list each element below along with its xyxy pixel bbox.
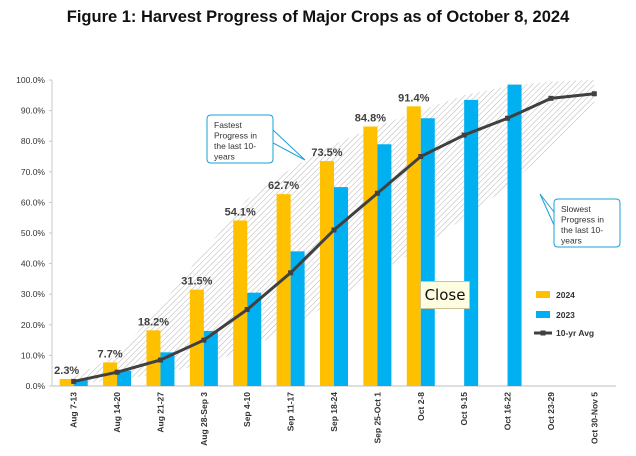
bar-2023 bbox=[203, 330, 218, 386]
y-tick-label: 10.0% bbox=[21, 350, 46, 360]
x-tick-label: Sep 25-Oct 1 bbox=[372, 392, 382, 444]
data-label-2024: 18.2% bbox=[138, 316, 169, 328]
bar-2023 bbox=[464, 99, 479, 386]
y-tick-label: 40.0% bbox=[21, 259, 46, 269]
slowest-text-line: years bbox=[561, 236, 582, 246]
slowest-text-line: Progress in bbox=[561, 215, 604, 225]
fastest-text-line: Progress in bbox=[214, 131, 257, 141]
y-tick-label: 0.0% bbox=[26, 381, 46, 391]
fastest-text-line: Fastest bbox=[214, 120, 243, 130]
legend-swatch-2024 bbox=[536, 291, 550, 298]
bar-2024 bbox=[276, 194, 291, 386]
legend-swatch-2023 bbox=[536, 311, 550, 318]
close-button[interactable]: Close bbox=[420, 281, 470, 309]
x-tick-label: Aug 14-20 bbox=[112, 392, 122, 433]
x-tick-label: Aug 21-27 bbox=[155, 392, 165, 433]
x-tick-label: Oct 9-15 bbox=[459, 392, 469, 426]
bar-2023 bbox=[73, 379, 88, 386]
legend-label: 2023 bbox=[556, 310, 575, 320]
avg-marker bbox=[244, 307, 250, 312]
bar-2023 bbox=[290, 251, 305, 386]
x-tick-label: Oct 16-22 bbox=[503, 392, 513, 431]
data-label-2024: 2.3% bbox=[54, 365, 79, 377]
x-tick-label: Sep 18-24 bbox=[329, 392, 339, 432]
slowest-pointer bbox=[539, 193, 555, 226]
legend: 2024 2023 10-yr Avg bbox=[534, 290, 594, 338]
bar-2023 bbox=[420, 118, 435, 386]
slowest-box bbox=[553, 198, 621, 248]
bar-2024 bbox=[59, 378, 74, 386]
avg-marker bbox=[114, 369, 120, 375]
bar-2023 bbox=[160, 352, 175, 386]
x-tick-label: Aug 7-13 bbox=[69, 392, 79, 428]
y-tick-label: 80.0% bbox=[21, 136, 46, 146]
data-label-2024: 62.7% bbox=[268, 180, 299, 192]
bar-2023 bbox=[377, 144, 392, 386]
legend-label: 10-yr Avg bbox=[556, 328, 594, 338]
y-tick-label: 60.0% bbox=[21, 197, 46, 207]
avg-marker bbox=[418, 154, 424, 159]
fastest-text-line: the last 10- bbox=[214, 141, 256, 151]
avg-marker bbox=[157, 357, 163, 363]
bar-2024 bbox=[320, 161, 334, 386]
chart-title: Figure 1: Harvest Progress of Major Crop… bbox=[66, 8, 570, 26]
x-tick-label: Oct 23-29 bbox=[546, 392, 556, 431]
fastest-pointer bbox=[272, 128, 306, 161]
avg-marker bbox=[461, 132, 467, 138]
bar-2024 bbox=[363, 126, 378, 387]
avg-marker bbox=[71, 378, 77, 384]
bar-2023 bbox=[334, 187, 348, 386]
avg-marker bbox=[591, 91, 597, 97]
y-tick-label: 90.0% bbox=[21, 106, 46, 116]
slowest-text-line: the last 10- bbox=[561, 225, 603, 235]
bar-2023 bbox=[247, 292, 262, 386]
data-label-2024: 31.5% bbox=[181, 276, 212, 288]
x-tick-label: Aug 28-Sep 3 bbox=[199, 392, 209, 446]
bar-2024 bbox=[406, 106, 421, 386]
y-tick-label: 70.0% bbox=[21, 167, 46, 177]
avg-marker bbox=[201, 337, 207, 343]
data-label-2024: 54.1% bbox=[225, 206, 256, 218]
y-tick-label: 30.0% bbox=[21, 289, 46, 299]
avg-marker bbox=[548, 95, 554, 101]
bar-2024 bbox=[146, 330, 161, 386]
data-label-2024: 84.8% bbox=[355, 113, 386, 125]
x-tick-label: Oct 2-8 bbox=[416, 392, 426, 421]
y-tick-label: 100.0% bbox=[16, 75, 45, 85]
data-label-2024: 73.5% bbox=[311, 147, 342, 159]
avg-marker bbox=[374, 190, 380, 196]
bar-2024 bbox=[233, 220, 248, 386]
slowest-text-line: Slowest bbox=[561, 204, 591, 214]
data-label-2024: 7.7% bbox=[98, 348, 123, 360]
x-tick-label: Sep 11-17 bbox=[286, 392, 296, 431]
avg-marker bbox=[505, 115, 511, 121]
fastest-text-line: years bbox=[214, 152, 235, 162]
avg-marker bbox=[331, 227, 337, 233]
legend-swatch-avg-marker bbox=[540, 330, 546, 336]
x-tick-label: Sep 4-10 bbox=[242, 392, 252, 427]
bar-2023 bbox=[507, 84, 522, 386]
data-label-2024: 91.4% bbox=[398, 92, 429, 104]
legend-label: 2024 bbox=[556, 290, 575, 300]
avg-marker bbox=[288, 270, 294, 276]
y-tick-label: 50.0% bbox=[21, 228, 46, 238]
fastest-box bbox=[206, 114, 274, 164]
x-tick-label: Oct 30-Nov 5 bbox=[589, 392, 599, 444]
bar-2023 bbox=[117, 370, 132, 386]
y-tick-label: 20.0% bbox=[21, 320, 46, 330]
bar-2024 bbox=[189, 289, 204, 386]
